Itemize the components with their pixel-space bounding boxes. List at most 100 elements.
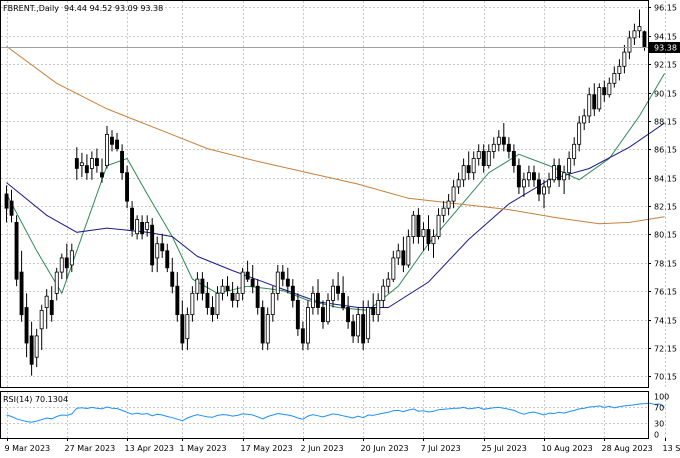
- candle-body-21: [110, 137, 113, 144]
- x-tick-label-4: 17 May 2023: [241, 444, 293, 453]
- y-tick-label-9: 78.15: [654, 260, 677, 269]
- candle-body-125: [633, 31, 636, 38]
- candle-body-95: [482, 151, 485, 165]
- rsi-tick-label-100: 100: [654, 393, 669, 402]
- candle-body-103: [522, 180, 525, 187]
- candle-body-27: [141, 222, 144, 233]
- candle-body-72: [367, 308, 370, 339]
- candle-body-73: [372, 308, 375, 315]
- candle-body-22: [116, 140, 119, 149]
- candle-body-77: [392, 258, 395, 279]
- candle-body-113: [573, 144, 576, 158]
- candle-body-25: [131, 208, 134, 229]
- candle-body-121: [613, 73, 616, 83]
- candle-body-111: [563, 173, 566, 180]
- candle-body-61: [311, 293, 314, 307]
- candle-body-49: [251, 279, 254, 286]
- chart-title: FBRENT.,Daily: [3, 4, 59, 13]
- candle-body-75: [382, 286, 385, 300]
- y-tick-label-5: 86.15: [654, 146, 677, 155]
- candle-body-5: [30, 336, 33, 364]
- candle-body-94: [477, 151, 480, 158]
- candle-body-36: [186, 315, 189, 339]
- candle-body-104: [527, 173, 530, 180]
- y-tick-label-8: 80.15: [654, 231, 677, 240]
- candle-body-67: [342, 293, 345, 307]
- y-tick-label-3: 90.15: [654, 90, 677, 99]
- y-tick-label-4: 88.15: [654, 118, 677, 127]
- x-tick-label-10: 28 Aug 2023: [602, 444, 653, 453]
- x-tick-label-1: 27 Mar 2023: [65, 444, 116, 453]
- candle-body-26: [136, 220, 139, 234]
- candle-body-55: [281, 272, 284, 279]
- candle-body-30: [156, 244, 159, 258]
- candle-body-31: [161, 244, 164, 251]
- x-tick-label-11: 13 Sep 2023: [663, 444, 680, 453]
- candle-body-9: [50, 300, 53, 314]
- candle-body-100: [507, 144, 510, 151]
- candle-body-44: [226, 286, 229, 290]
- candle-body-126: [638, 27, 641, 31]
- candle-body-98: [497, 137, 500, 144]
- candle-body-28: [146, 222, 149, 229]
- y-tick-label-11: 74.15: [654, 317, 677, 326]
- candle-body-19: [100, 173, 103, 177]
- candle-body-91: [462, 166, 465, 180]
- candle-body-124: [628, 38, 631, 52]
- candle-body-71: [362, 315, 365, 343]
- x-tick-label-8: 25 Jul 2023: [482, 444, 527, 453]
- x-tick-label-3: 1 May 2023: [180, 444, 227, 453]
- candle-body-109: [553, 166, 556, 180]
- candle-body-78: [397, 251, 400, 258]
- candle-body-15: [80, 163, 83, 166]
- candle-body-110: [558, 166, 561, 180]
- candle-body-29: [151, 225, 154, 265]
- candle-body-7: [40, 310, 43, 328]
- y-tick-label-6: 84.15: [654, 175, 677, 184]
- candle-body-42: [216, 293, 219, 314]
- candle-body-32: [166, 251, 169, 268]
- candle-body-34: [176, 286, 179, 314]
- y-tick-label-2: 92.15: [654, 61, 677, 70]
- candle-body-23: [121, 151, 124, 172]
- candle-body-43: [221, 286, 224, 293]
- candle-body-123: [623, 52, 626, 66]
- rsi-tick-label-30: 30: [654, 420, 664, 429]
- candle-body-83: [422, 230, 425, 237]
- candle-body-63: [321, 308, 324, 322]
- candle-body-48: [246, 272, 249, 279]
- candle-body-52: [266, 315, 269, 343]
- candle-body-97: [492, 144, 495, 151]
- candle-body-62: [316, 293, 319, 307]
- candle-body-120: [608, 83, 611, 94]
- candle-body-2: [15, 222, 18, 279]
- candle-body-68: [347, 308, 350, 322]
- candle-body-76: [387, 279, 390, 286]
- candle-body-127: [643, 32, 646, 47]
- candle-body-39: [201, 279, 204, 293]
- candle-body-107: [543, 187, 546, 194]
- candle-body-69: [352, 322, 355, 336]
- y-tick-label-1: 94.15: [654, 33, 677, 42]
- candle-body-81: [412, 215, 415, 236]
- last-price-marker: 93.38: [649, 42, 680, 53]
- candle-body-86: [437, 215, 440, 236]
- candle-body-70: [357, 315, 360, 336]
- candle-body-11: [60, 258, 63, 272]
- candle-body-4: [25, 308, 28, 344]
- candle-body-105: [532, 173, 535, 180]
- rsi-tick-label-0: 0: [654, 431, 659, 440]
- candle-body-119: [603, 88, 606, 95]
- candle-body-79: [402, 251, 405, 265]
- ohlc-readout: 94.44 94.52 93.09 93.38: [64, 4, 163, 13]
- x-tick-label-0: 9 Mar 2023: [5, 444, 51, 453]
- candle-body-58: [296, 300, 299, 328]
- x-tick-label-7: 7 Jul 2023: [421, 444, 461, 453]
- candle-body-18: [95, 159, 98, 166]
- y-tick-label-10: 76.15: [654, 288, 677, 297]
- candle-body-116: [588, 95, 591, 116]
- candle-body-57: [291, 286, 294, 300]
- candle-body-112: [568, 159, 571, 173]
